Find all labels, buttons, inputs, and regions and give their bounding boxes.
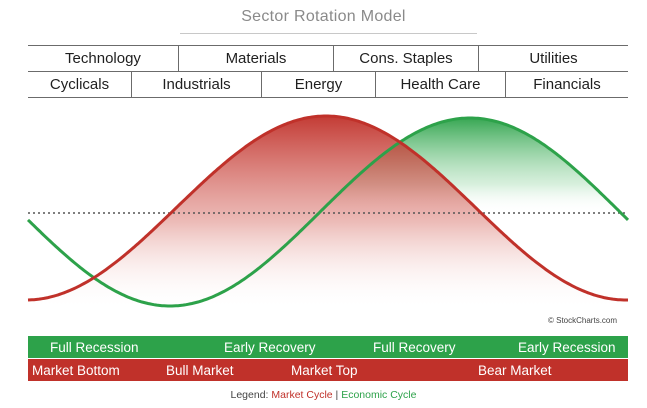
title-divider <box>180 33 477 34</box>
market-phase-bear: Bear Market <box>478 362 552 378</box>
page-title: Sector Rotation Model <box>241 8 406 25</box>
market-cycle-band: Market Bottom Bull Market Market Top Bea… <box>28 359 628 381</box>
sector-technology: Technology <box>65 50 141 67</box>
market-cycle-line <box>27 114 628 302</box>
legend: Legend: Market Cycle | Economic Cycle <box>0 389 647 401</box>
econ-phase-early-recession: Early Recession <box>518 339 616 355</box>
market-phase-bottom: Market Bottom <box>32 362 120 378</box>
sector-health-care: Health Care <box>375 72 505 97</box>
sector-materials: Materials <box>178 46 333 71</box>
market-phase-top: Market Top <box>291 362 358 378</box>
econ-phase-full-recovery: Full Recovery <box>373 339 456 355</box>
sector-cons-staples: Cons. Staples <box>333 46 478 71</box>
sector-row-top: Technology Materials Cons. Staples Utili… <box>28 45 628 71</box>
legend-separator: | <box>332 389 342 401</box>
sector-row-bottom: Cyclicals Industrials Energy Health Care… <box>28 71 628 98</box>
economic-cycle-band: Full Recession Early Recovery Full Recov… <box>28 336 628 358</box>
cycle-diagram <box>26 114 630 310</box>
sector-cyclicals: Cyclicals <box>49 76 110 93</box>
economic-cycle-line <box>26 116 630 308</box>
market-phase-bull: Bull Market <box>166 362 234 378</box>
econ-phase-early-recovery: Early Recovery <box>224 339 316 355</box>
sector-energy: Energy <box>261 72 375 97</box>
legend-market-cycle: Market Cycle <box>271 389 333 401</box>
econ-phase-full-recession: Full Recession <box>50 339 139 355</box>
legend-prefix: Legend: <box>230 389 272 401</box>
sector-industrials: Industrials <box>131 72 261 97</box>
sector-financials: Financials <box>505 72 628 97</box>
legend-economic-cycle: Economic Cycle <box>341 389 417 401</box>
stockcharts-credit: © StockCharts.com <box>548 316 618 325</box>
sector-utilities: Utilities <box>478 46 628 71</box>
